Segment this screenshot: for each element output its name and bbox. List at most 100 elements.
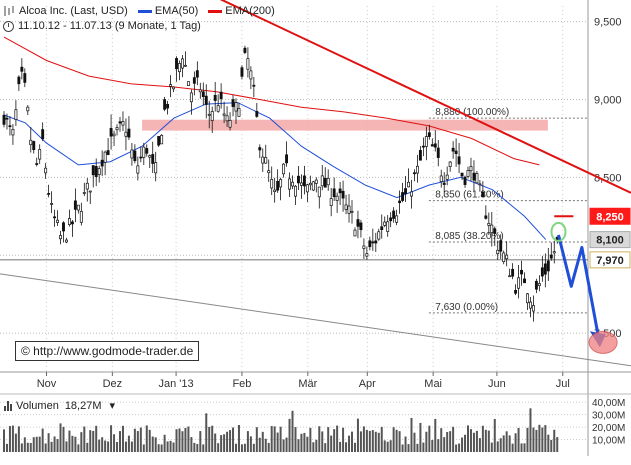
candle-body[interactable] [163, 99, 167, 110]
candle-body[interactable] [76, 204, 80, 211]
candle-body[interactable] [484, 215, 488, 219]
candle-body[interactable] [216, 105, 220, 112]
candle-body[interactable] [65, 239, 68, 243]
candle-body[interactable] [127, 128, 131, 138]
candle-body[interactable] [335, 195, 339, 201]
candle-body[interactable] [511, 268, 515, 277]
candle-body[interactable] [44, 167, 48, 174]
candle-body[interactable] [29, 139, 33, 146]
candle-body[interactable] [442, 182, 446, 185]
candle-body[interactable] [151, 154, 155, 164]
candle-body[interactable] [228, 120, 232, 128]
candle-body[interactable] [225, 115, 229, 122]
candle-body[interactable] [2, 114, 6, 125]
candle-body[interactable] [172, 86, 175, 90]
candle-body[interactable] [302, 175, 306, 187]
candle-body[interactable] [186, 81, 190, 86]
candle-body[interactable] [17, 76, 21, 85]
candle-body[interactable] [234, 102, 238, 112]
candle-body[interactable] [323, 177, 327, 188]
candle-body[interactable] [231, 99, 235, 107]
candle-body[interactable] [70, 221, 74, 225]
candle-body[interactable] [267, 170, 271, 174]
candle-body[interactable] [201, 91, 205, 97]
candle-body[interactable] [20, 66, 24, 72]
candle-body[interactable] [514, 289, 518, 294]
candle-body[interactable] [517, 277, 521, 289]
candle-body[interactable] [341, 190, 345, 199]
candle-body[interactable] [264, 157, 268, 164]
candle-body[interactable] [386, 221, 390, 232]
candle-body[interactable] [463, 176, 467, 185]
candle-body[interactable] [305, 184, 309, 193]
candle-body[interactable] [100, 159, 104, 167]
candle-body[interactable] [520, 269, 523, 275]
candle-body[interactable] [469, 166, 473, 172]
candle-body[interactable] [35, 163, 39, 165]
candle-body[interactable] [383, 221, 387, 226]
candle-body[interactable] [41, 129, 45, 140]
candle-body[interactable] [308, 182, 312, 186]
candle-body[interactable] [350, 210, 354, 213]
candle-body[interactable] [496, 249, 500, 255]
candle-body[interactable] [288, 178, 291, 190]
candle-body[interactable] [258, 147, 262, 151]
candle-body[interactable] [389, 217, 393, 222]
candle-body[interactable] [424, 136, 428, 147]
candle-body[interactable] [198, 89, 202, 93]
candle-body[interactable] [317, 186, 321, 198]
candle-body[interactable] [261, 156, 265, 164]
candle-body[interactable] [415, 165, 419, 174]
candle-body[interactable] [395, 215, 399, 223]
candle-body[interactable] [531, 305, 535, 312]
candle-body[interactable] [166, 103, 170, 109]
candle-body[interactable] [148, 155, 152, 158]
candle-body[interactable] [246, 58, 250, 70]
candle-body[interactable] [237, 108, 241, 117]
candle-body[interactable] [368, 240, 372, 248]
candle-body[interactable] [273, 189, 277, 192]
candle-body[interactable] [534, 280, 538, 290]
candle-body[interactable] [192, 77, 196, 84]
candle-body[interactable] [249, 70, 253, 80]
candle-body[interactable] [26, 106, 30, 112]
candle-body[interactable] [38, 149, 42, 160]
candle-body[interactable] [436, 147, 440, 158]
candle-body[interactable] [175, 58, 178, 70]
candle-body[interactable] [552, 251, 556, 254]
candle-body[interactable] [374, 240, 378, 244]
candle-body[interactable] [8, 125, 12, 128]
candle-body[interactable] [14, 109, 18, 120]
candle-body[interactable] [505, 254, 509, 260]
candle-body[interactable] [276, 180, 280, 191]
candle-body[interactable] [457, 156, 461, 165]
candle-body[interactable] [133, 150, 137, 162]
candle-body[interactable] [67, 218, 71, 225]
candle-body[interactable] [97, 168, 101, 175]
candle-body[interactable] [103, 151, 107, 163]
candle-body[interactable] [451, 147, 455, 152]
candle-body[interactable] [540, 267, 544, 277]
candle-body[interactable] [502, 252, 506, 262]
candle-body[interactable] [240, 67, 244, 77]
candle-body[interactable] [181, 58, 184, 69]
candle-body[interactable] [475, 173, 479, 184]
candle-body[interactable] [291, 181, 294, 187]
candle-body[interactable] [314, 179, 318, 184]
candle-body[interactable] [392, 210, 396, 219]
candle-body[interactable] [499, 240, 503, 252]
candle-body[interactable] [332, 188, 336, 197]
candle-body[interactable] [410, 191, 413, 197]
candle-body[interactable] [537, 283, 541, 286]
candle-body[interactable] [523, 278, 526, 284]
candle-body[interactable] [124, 131, 128, 137]
candle-body[interactable] [493, 228, 497, 234]
copyright-box[interactable]: © http://www.godmode-trader.de [15, 341, 200, 361]
candle-body[interactable] [404, 188, 407, 195]
candle-body[interactable] [344, 204, 348, 210]
candle-body[interactable] [421, 145, 425, 148]
candle-body[interactable] [427, 132, 431, 137]
candle-body[interactable] [222, 113, 226, 116]
candle-body[interactable] [401, 192, 405, 201]
candle-body[interactable] [136, 165, 140, 174]
